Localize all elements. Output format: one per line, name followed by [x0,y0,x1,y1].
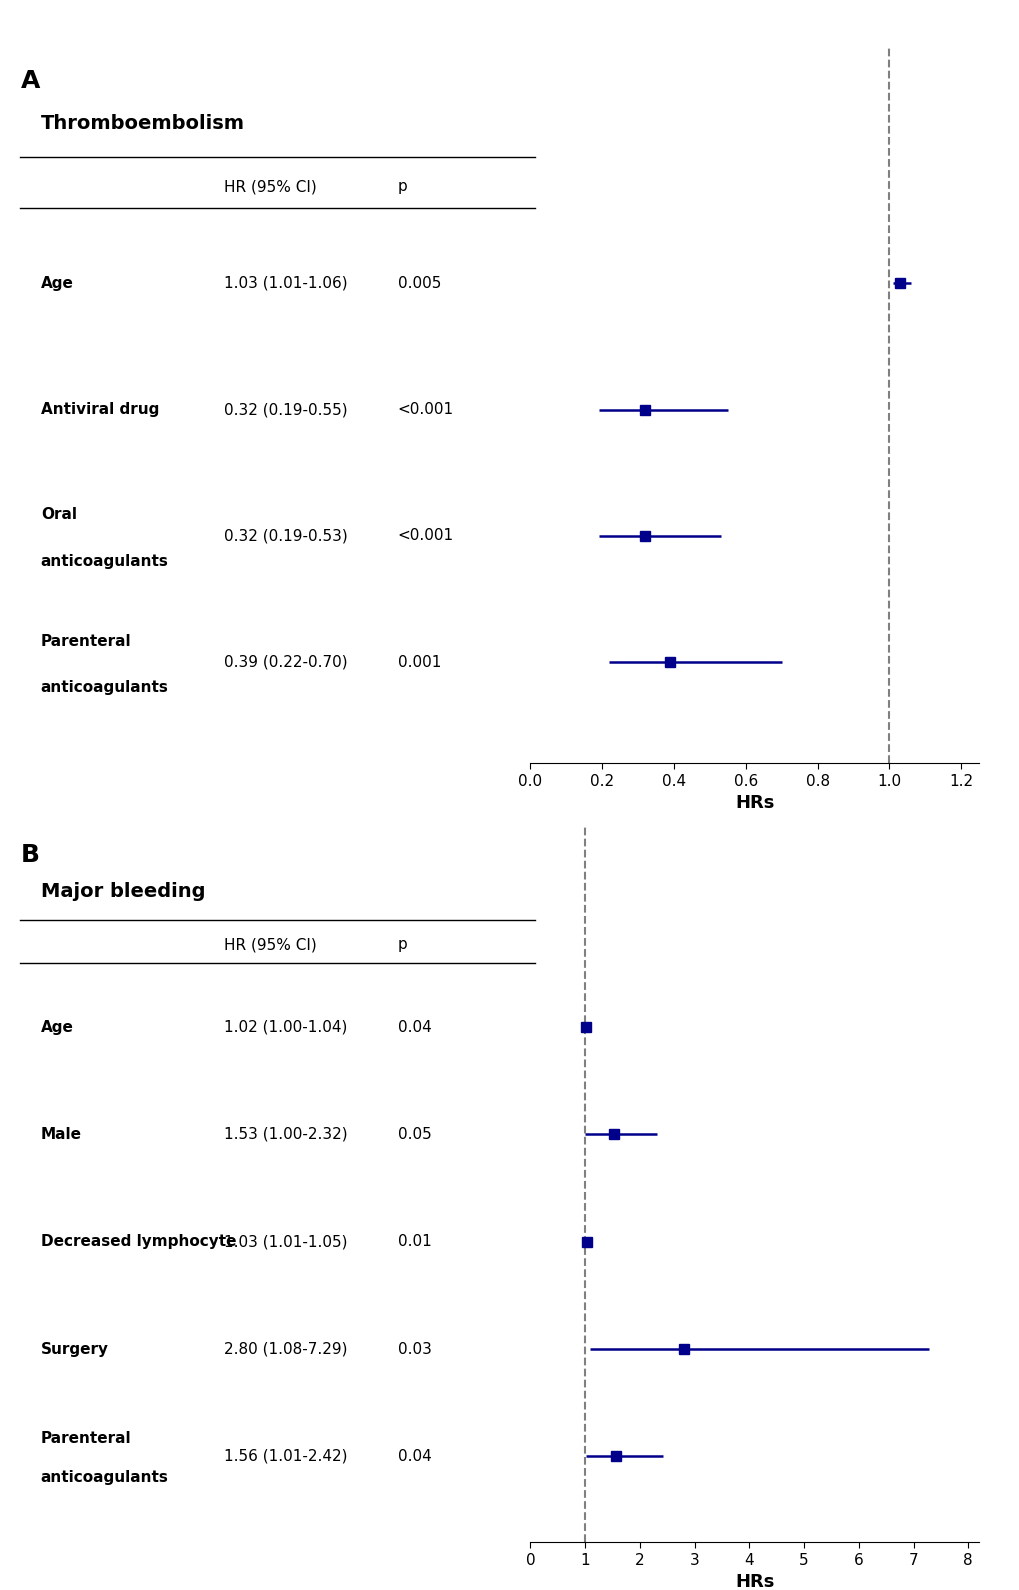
Text: 0.39 (0.22-0.70): 0.39 (0.22-0.70) [224,655,347,669]
Text: 0.03: 0.03 [397,1342,431,1356]
Text: 0.01: 0.01 [397,1234,431,1250]
Text: 2.80 (1.08-7.29): 2.80 (1.08-7.29) [224,1342,347,1356]
Text: Age: Age [41,1019,73,1035]
Text: Parenteral: Parenteral [41,634,131,649]
Text: Decreased lymphocyte: Decreased lymphocyte [41,1234,236,1250]
Text: 0.04: 0.04 [397,1448,431,1464]
X-axis label: HRs: HRs [735,1573,773,1590]
Text: p: p [397,938,408,952]
Text: 0.001: 0.001 [397,655,441,669]
Text: Male: Male [41,1127,82,1142]
Text: HR (95% CI): HR (95% CI) [224,180,317,194]
X-axis label: HRs: HRs [735,793,773,812]
Text: 0.04: 0.04 [397,1019,431,1035]
Text: Parenteral: Parenteral [41,1431,131,1445]
Text: 1.02 (1.00-1.04): 1.02 (1.00-1.04) [224,1019,347,1035]
Text: 0.32 (0.19-0.55): 0.32 (0.19-0.55) [224,402,347,417]
Text: Major bleeding: Major bleeding [41,882,205,900]
Text: 0.32 (0.19-0.53): 0.32 (0.19-0.53) [224,528,347,544]
Text: Oral: Oral [41,507,76,523]
Text: Surgery: Surgery [41,1342,109,1356]
Text: Antiviral drug: Antiviral drug [41,402,159,417]
Text: <0.001: <0.001 [397,402,453,417]
Text: 0.05: 0.05 [397,1127,431,1142]
Text: <0.001: <0.001 [397,528,453,544]
Text: Age: Age [41,277,73,291]
Text: Thromboembolism: Thromboembolism [41,114,245,134]
Text: anticoagulants: anticoagulants [41,1471,168,1485]
Text: anticoagulants: anticoagulants [41,681,168,695]
Text: A: A [20,70,40,94]
Text: 1.03 (1.01-1.06): 1.03 (1.01-1.06) [224,277,347,291]
Text: HR (95% CI): HR (95% CI) [224,938,317,952]
Text: p: p [397,180,408,194]
Text: 1.56 (1.01-2.42): 1.56 (1.01-2.42) [224,1448,347,1464]
Text: 0.005: 0.005 [397,277,441,291]
Text: anticoagulants: anticoagulants [41,553,168,569]
Text: 1.53 (1.00-2.32): 1.53 (1.00-2.32) [224,1127,347,1142]
Text: B: B [20,843,40,868]
Text: 1.03 (1.01-1.05): 1.03 (1.01-1.05) [224,1234,347,1250]
